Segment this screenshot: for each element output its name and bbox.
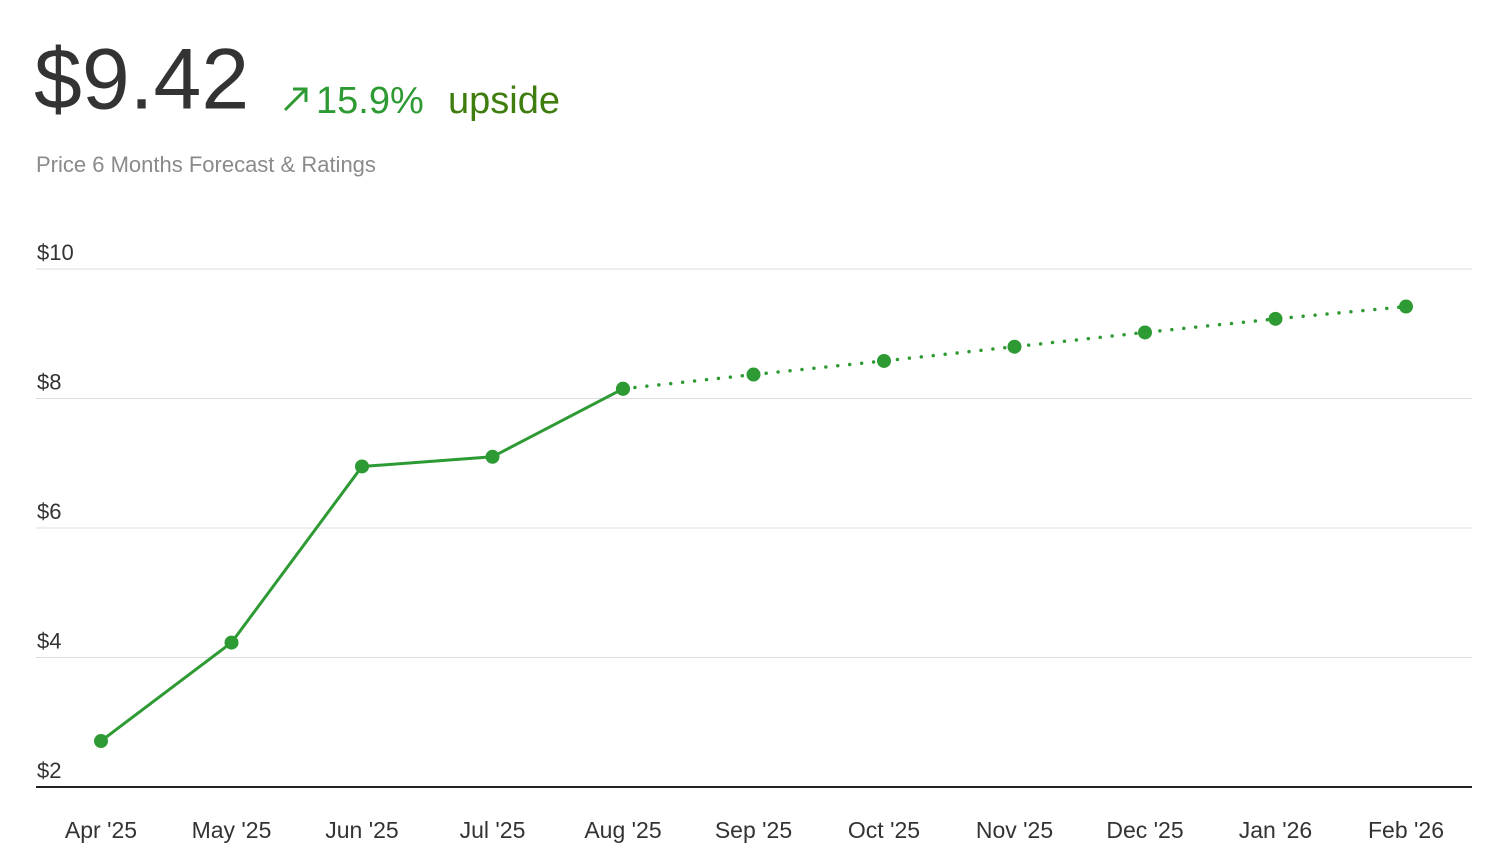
data-point bbox=[485, 449, 500, 464]
data-point bbox=[746, 367, 761, 382]
data-point bbox=[1268, 311, 1283, 326]
change-label: upside bbox=[448, 80, 560, 122]
y-tick-label: $6 bbox=[37, 499, 61, 524]
x-tick-label: Jul '25 bbox=[460, 817, 526, 843]
up-arrow-icon bbox=[283, 87, 308, 112]
data-point bbox=[1399, 299, 1413, 314]
data-point bbox=[94, 734, 108, 749]
y-tick-label: $10 bbox=[37, 240, 74, 265]
y-tick-label: $8 bbox=[37, 369, 61, 394]
x-tick-label: Jun '25 bbox=[325, 817, 398, 843]
price: $9.42 bbox=[34, 32, 249, 128]
y-tick-label: $2 bbox=[37, 758, 61, 783]
y-tick-label: $4 bbox=[37, 628, 61, 653]
x-tick-label: Dec '25 bbox=[1106, 817, 1183, 843]
data-point bbox=[1007, 339, 1022, 354]
data-point bbox=[616, 381, 630, 396]
change-percent: 15.9% bbox=[316, 80, 424, 122]
x-tick-label: Oct '25 bbox=[848, 817, 920, 843]
x-tick-label: Jan '26 bbox=[1239, 817, 1312, 843]
x-tick-label: Apr '25 bbox=[65, 817, 137, 843]
x-tick-label: Feb '26 bbox=[1368, 817, 1444, 843]
x-tick-label: Aug '25 bbox=[584, 817, 661, 843]
x-tick-label: May '25 bbox=[192, 817, 272, 843]
x-tick-label: Nov '25 bbox=[976, 817, 1053, 843]
data-point bbox=[355, 459, 369, 474]
data-point bbox=[1138, 325, 1152, 340]
subtitle: Price 6 Months Forecast & Ratings bbox=[36, 152, 376, 177]
data-point bbox=[224, 635, 239, 650]
data-point bbox=[877, 353, 891, 368]
line-solid bbox=[100, 387, 624, 743]
x-tick-label: Sep '25 bbox=[715, 817, 792, 843]
